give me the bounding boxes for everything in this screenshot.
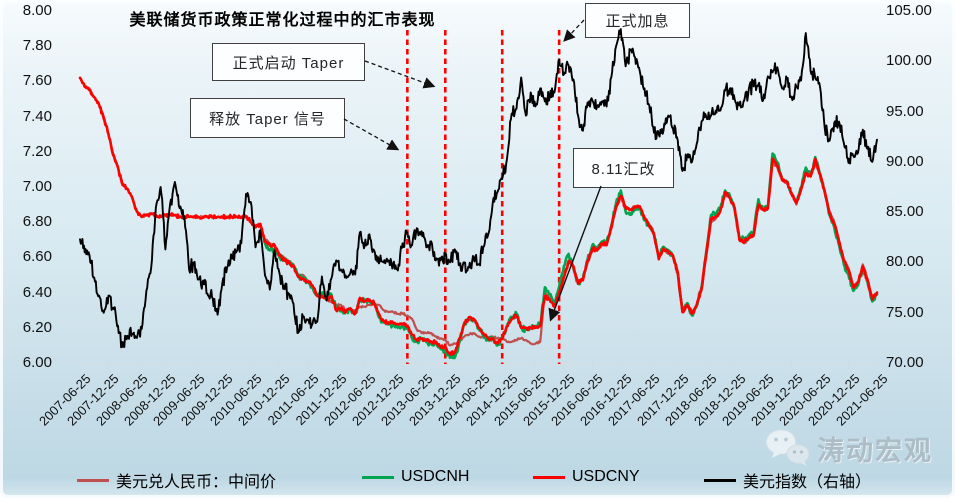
reform-811-arrow	[548, 185, 602, 322]
left-axis-tick-label: 6.60	[22, 248, 52, 266]
right-axis-tick-label: 100.00	[886, 52, 932, 70]
legend-label: 美元兑人民币：中间价	[116, 474, 277, 491]
wechat-icon	[766, 429, 810, 466]
left-axis-tick-label: 6.40	[22, 283, 52, 301]
left-axis-tick-label: 8.00	[22, 2, 52, 19]
legend-item-2: USDCNH	[362, 468, 469, 486]
series-line-4	[79, 28, 878, 349]
taper-start-arrow	[364, 60, 436, 89]
rate-hike-arrow	[563, 19, 585, 42]
legend-swatch	[77, 478, 109, 482]
right-axis-tick-label: 80.00	[886, 253, 924, 271]
legend-label: USDCNY	[572, 468, 640, 485]
legend-item-3: USDCNY	[533, 468, 640, 486]
left-axis-tick-label: 7.80	[22, 37, 52, 55]
series-line-2	[259, 152, 879, 360]
right-axis-tick-label: 90.00	[886, 152, 924, 170]
legend-label: USDCNH	[401, 468, 470, 485]
left-axis-tick-label: 7.40	[22, 107, 52, 125]
annotation-taper-start-label: 正式启动 Taper	[232, 54, 345, 72]
right-axis-tick-label: 85.00	[886, 203, 924, 221]
taper-signal-arrow	[343, 118, 400, 151]
annotation-811-reform-label: 8.11汇改	[591, 160, 656, 178]
right-axis-tick-label: 70.00	[886, 354, 924, 371]
annotation-taper-signal: 释放 Taper 信号	[190, 98, 345, 138]
left-axis-tick-label: 6.80	[22, 213, 52, 231]
legend-swatch	[533, 475, 565, 479]
annotation-taper-start: 正式启动 Taper	[212, 43, 365, 81]
left-axis-tick-label: 6.20	[22, 318, 52, 336]
legend-item-4: 美元指数（右轴）	[704, 468, 871, 492]
right-axis-tick-label: 105.00	[886, 2, 932, 19]
right-axis-tick-label: 95.00	[886, 102, 924, 120]
legend-swatch	[704, 478, 736, 482]
legend-item-1: 美元兑人民币：中间价	[77, 468, 276, 492]
annotation-taper-signal-label: 释放 Taper 信号	[209, 110, 326, 128]
right-axis-tick-label: 75.00	[886, 303, 924, 321]
legend-swatch	[362, 475, 394, 479]
watermark-text: 涛动宏观	[817, 435, 933, 466]
annotation-rate-hike: 正式加息	[585, 3, 690, 38]
legend-label: 美元指数（右轴）	[743, 474, 872, 491]
left-axis-tick-label: 7.00	[22, 178, 52, 195]
annotation-811-reform: 8.11汇改	[573, 148, 674, 188]
watermark: 涛动宏观	[764, 427, 933, 469]
left-axis-tick-label: 6.00	[22, 354, 52, 371]
chart-title: 美联储货币政策正常化过程中的汇市表现	[129, 12, 436, 29]
left-axis-tick-label: 7.60	[22, 72, 52, 90]
left-axis-tick-label: 7.20	[22, 142, 52, 160]
annotation-rate-hike-label: 正式加息	[605, 13, 670, 30]
